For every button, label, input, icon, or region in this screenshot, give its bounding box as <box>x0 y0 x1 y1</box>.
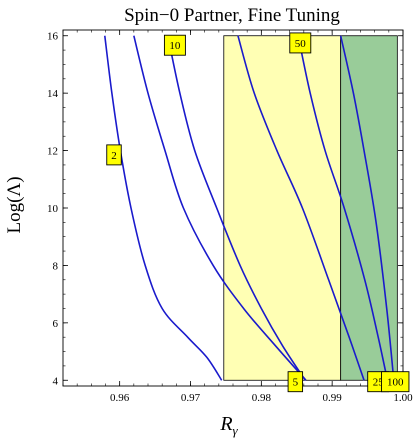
contour-labels: 2 10 5 50 25 100 <box>106 32 410 393</box>
contour-line-100 <box>339 35 395 381</box>
y-tick-label: 10 <box>47 203 59 215</box>
x-axis-label-main: R <box>219 413 232 435</box>
contour-line-25 <box>297 35 389 381</box>
contour-label-25: 25 <box>373 377 385 389</box>
contour-line-2 <box>103 35 223 381</box>
x-tick-label: 0.99 <box>323 392 343 404</box>
yellow-band <box>223 35 342 381</box>
y-tick-label: 6 <box>53 318 59 330</box>
contour-label-2: 2 <box>111 150 117 162</box>
x-axis-label-sub: γ <box>233 423 239 438</box>
x-axis-label: Rγ <box>219 413 238 438</box>
contour-curves <box>103 35 395 381</box>
contour-label-5: 5 <box>293 377 299 389</box>
x-tick-label: 1.00 <box>393 392 413 404</box>
contour-line-50 <box>237 35 365 381</box>
contour-line-5 <box>167 35 306 381</box>
y-tick-label: 14 <box>47 88 59 100</box>
x-tick-label: 0.98 <box>252 392 272 404</box>
y-tick-label: 4 <box>53 375 59 387</box>
y-tick-label: 16 <box>47 31 59 43</box>
y-tick-label: 12 <box>47 146 58 158</box>
contour-label-box-50 <box>289 32 312 54</box>
y-tick-label: 8 <box>53 260 59 272</box>
contour-label-box-100 <box>381 371 410 393</box>
chart-title: Spin−0 Partner, Fine Tuning <box>124 5 340 26</box>
contour-label-box-5 <box>287 371 304 393</box>
shaded-regions <box>223 35 398 381</box>
contour-label-100: 100 <box>387 377 404 389</box>
contour-label-50: 50 <box>295 38 307 50</box>
y-axis-label: Log(Λ) <box>4 176 25 233</box>
contour-label-10: 10 <box>169 40 181 52</box>
contour-label-box-2 <box>106 144 122 166</box>
axes: 0.96 0.97 0.98 0.99 1.00 4 6 8 10 12 14 16 <box>47 29 413 404</box>
contour-label-box-10 <box>163 34 186 56</box>
x-tick-label: 0.97 <box>181 392 201 404</box>
x-tick-label: 0.96 <box>110 392 130 404</box>
contour-line-10 <box>133 35 307 381</box>
